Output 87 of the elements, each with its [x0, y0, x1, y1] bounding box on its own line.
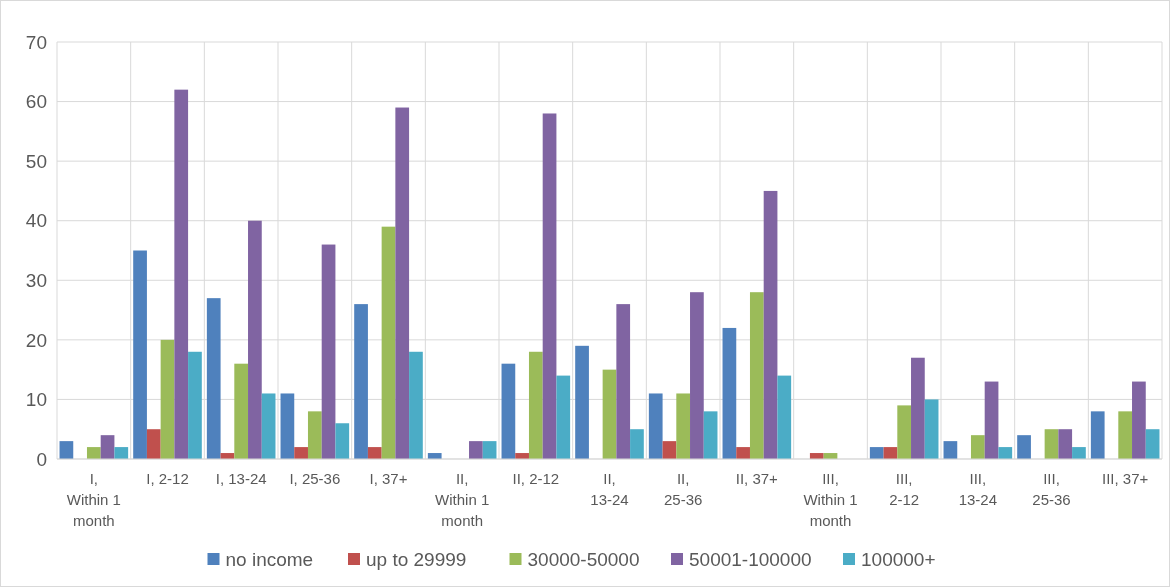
bar	[114, 447, 129, 459]
bar	[469, 441, 483, 459]
bar	[280, 393, 295, 459]
x-tick-label: I, Within 1 month	[66, 470, 121, 529]
bar	[690, 292, 704, 459]
bar	[736, 447, 750, 459]
bar	[1017, 435, 1031, 459]
y-tick-label: 0	[36, 448, 47, 470]
bar	[998, 447, 1013, 459]
bar	[602, 369, 617, 459]
bar	[321, 244, 336, 459]
y-tick-label: 60	[25, 91, 47, 113]
x-tick-label: III, Within 1 month	[803, 470, 858, 529]
bar	[1132, 381, 1146, 459]
bar	[662, 441, 677, 459]
legend-label: no income	[225, 548, 314, 570]
bar	[1058, 429, 1073, 459]
bar	[749, 292, 764, 459]
x-tick-label: II, 37+	[735, 470, 779, 487]
bar	[616, 304, 631, 459]
y-tick-label: 30	[25, 269, 47, 291]
bar	[1072, 447, 1086, 459]
bar	[648, 393, 663, 459]
x-tick-label: III, 2-12	[889, 470, 920, 508]
bar	[160, 339, 175, 459]
bar	[556, 375, 571, 459]
bar	[1090, 411, 1105, 459]
legend-label: up to 29999	[366, 548, 467, 570]
x-tick-label: I, 2-12	[146, 470, 189, 487]
bar	[911, 357, 925, 459]
bar	[676, 393, 691, 459]
bar	[1145, 429, 1160, 459]
bar	[501, 363, 516, 459]
bar	[409, 351, 423, 459]
bar	[630, 429, 644, 459]
bar	[897, 405, 912, 459]
x-tick-label: II, Within 1 month	[435, 470, 490, 529]
legend-label: 50001-100000	[689, 548, 812, 570]
bar	[722, 327, 737, 459]
bar	[528, 351, 543, 459]
bar	[1118, 411, 1133, 459]
x-tick-label: I, 37+	[369, 470, 408, 487]
bar	[206, 298, 221, 459]
x-tick-label: I, 25-36	[289, 470, 341, 487]
bar	[575, 345, 589, 459]
bar	[367, 447, 382, 459]
bar	[294, 447, 308, 459]
bar	[335, 423, 350, 459]
bar	[381, 226, 396, 459]
y-tick-label: 40	[25, 210, 47, 232]
legend-label: 100000+	[861, 548, 936, 570]
bar	[188, 351, 202, 459]
bar	[248, 220, 262, 459]
bar	[59, 441, 74, 459]
bar	[924, 399, 939, 459]
bar	[86, 447, 101, 459]
bar	[542, 113, 557, 459]
x-tick-label: II, 13-24	[590, 470, 629, 508]
y-tick-label: 20	[25, 329, 47, 351]
bar	[174, 89, 189, 459]
bar	[307, 411, 322, 459]
bar	[970, 435, 985, 459]
bar	[943, 441, 958, 459]
x-tick-label: I, 13-24	[215, 470, 267, 487]
y-tick-label: 10	[25, 389, 47, 411]
y-tick-label: 70	[25, 31, 47, 53]
x-tick-label: III, 25-36	[1032, 470, 1071, 508]
bar	[395, 107, 410, 459]
bar	[354, 304, 368, 459]
legend-label: 30000-50000	[527, 548, 640, 570]
bar	[234, 363, 249, 459]
bar	[984, 381, 999, 459]
bar	[869, 447, 884, 459]
bar	[482, 441, 497, 459]
bar	[703, 411, 718, 459]
y-tick-label: 50	[25, 150, 47, 172]
x-tick-label: II, 25-36	[663, 470, 703, 508]
bar	[133, 250, 147, 459]
bar	[100, 435, 115, 459]
bar	[777, 375, 792, 459]
bar	[261, 393, 276, 459]
x-tick-label: III, 37+	[1102, 470, 1149, 487]
x-tick-label: III, 13-24	[958, 470, 998, 508]
bar	[1044, 429, 1059, 459]
bar	[146, 429, 161, 459]
bar	[763, 190, 778, 459]
x-tick-label: II, 2-12	[512, 470, 560, 487]
